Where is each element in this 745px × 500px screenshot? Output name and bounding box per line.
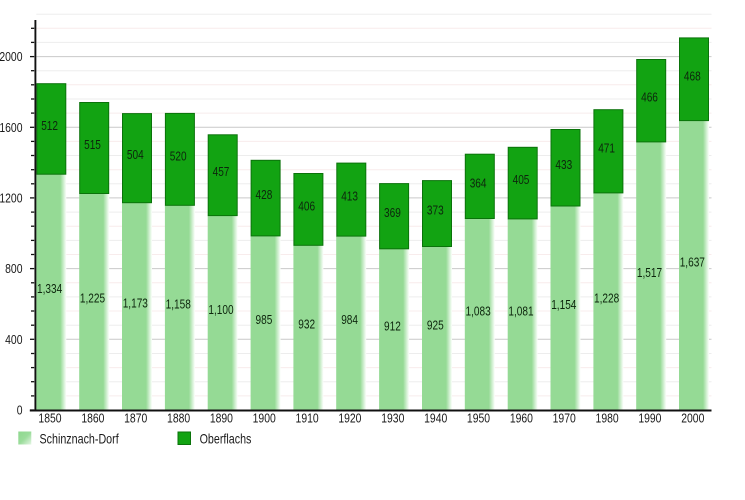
svg-text:1980: 1980 — [596, 411, 620, 425]
svg-text:468: 468 — [684, 70, 701, 83]
svg-text:1960: 1960 — [510, 411, 534, 425]
svg-text:504: 504 — [127, 149, 144, 162]
svg-text:1970: 1970 — [553, 411, 577, 425]
svg-text:2000: 2000 — [681, 411, 705, 425]
svg-text:1,637: 1,637 — [680, 256, 705, 269]
svg-text:Oberflachs: Oberflachs — [200, 431, 252, 446]
svg-text:1890: 1890 — [210, 411, 234, 425]
svg-text:1,334: 1,334 — [37, 283, 62, 296]
svg-text:2000: 2000 — [0, 50, 23, 64]
svg-text:1850: 1850 — [38, 411, 62, 425]
svg-text:471: 471 — [598, 142, 615, 155]
svg-text:515: 515 — [84, 139, 101, 152]
svg-text:932: 932 — [298, 319, 315, 332]
svg-text:1920: 1920 — [338, 411, 362, 425]
svg-text:1910: 1910 — [296, 411, 320, 425]
svg-text:800: 800 — [5, 262, 23, 276]
svg-text:1,081: 1,081 — [508, 306, 533, 319]
svg-text:1940: 1940 — [424, 411, 448, 425]
svg-text:369: 369 — [384, 207, 401, 220]
svg-text:457: 457 — [213, 166, 230, 179]
svg-text:364: 364 — [470, 177, 487, 190]
svg-text:512: 512 — [41, 120, 58, 133]
svg-text:912: 912 — [384, 320, 401, 333]
svg-text:433: 433 — [555, 159, 572, 172]
svg-text:400: 400 — [5, 333, 23, 347]
svg-text:1,228: 1,228 — [594, 293, 619, 306]
svg-text:405: 405 — [513, 174, 530, 187]
svg-text:428: 428 — [256, 189, 273, 202]
svg-text:1,154: 1,154 — [551, 299, 576, 312]
svg-text:1600: 1600 — [0, 121, 23, 135]
svg-text:373: 373 — [427, 205, 444, 218]
svg-text:984: 984 — [341, 314, 358, 327]
svg-text:1,100: 1,100 — [208, 304, 233, 317]
svg-text:1990: 1990 — [638, 411, 662, 425]
svg-text:413: 413 — [341, 191, 358, 204]
svg-text:1870: 1870 — [124, 411, 148, 425]
svg-text:925: 925 — [427, 319, 444, 332]
svg-text:1930: 1930 — [381, 411, 405, 425]
svg-text:1860: 1860 — [81, 411, 105, 425]
svg-text:1,225: 1,225 — [80, 293, 105, 306]
svg-text:406: 406 — [298, 200, 315, 213]
svg-text:0: 0 — [17, 403, 23, 417]
svg-text:1950: 1950 — [467, 411, 491, 425]
svg-text:1,083: 1,083 — [466, 305, 491, 318]
svg-text:1,517: 1,517 — [637, 267, 662, 280]
svg-text:466: 466 — [641, 92, 658, 105]
svg-text:Schinznach-Dorf: Schinznach-Dorf — [40, 431, 120, 446]
svg-text:520: 520 — [170, 150, 187, 163]
svg-text:1,158: 1,158 — [166, 299, 191, 312]
svg-text:1880: 1880 — [167, 411, 191, 425]
svg-text:985: 985 — [256, 314, 273, 327]
svg-text:1200: 1200 — [0, 191, 23, 205]
svg-text:1,173: 1,173 — [123, 297, 148, 310]
svg-text:1900: 1900 — [253, 411, 277, 425]
